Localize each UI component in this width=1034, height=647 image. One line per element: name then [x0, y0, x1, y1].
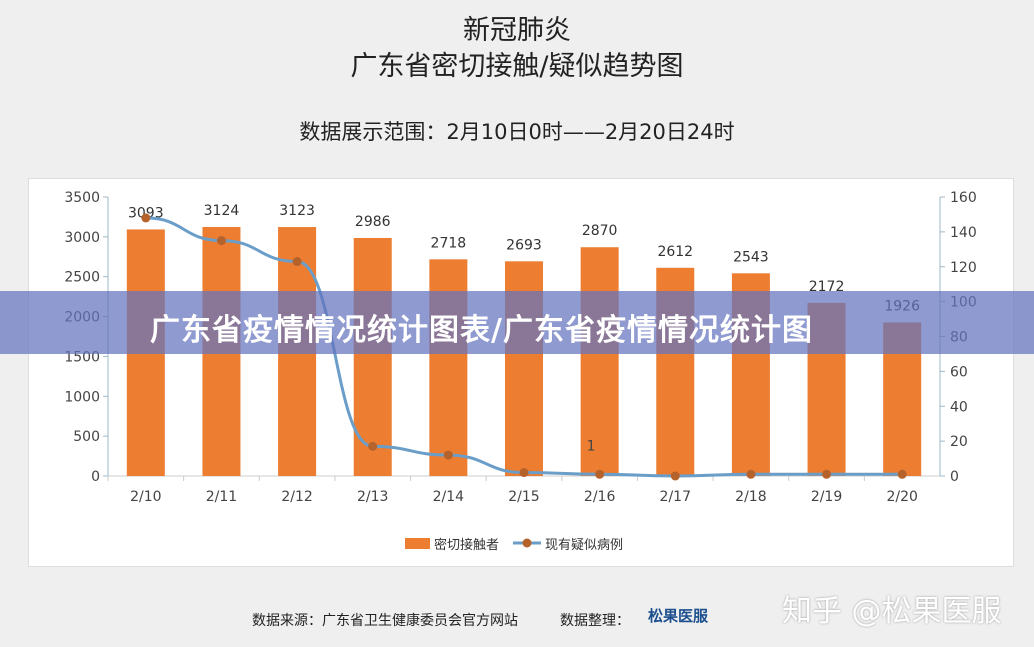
bar-value-label: 2612 — [657, 244, 693, 260]
footer-organizer: 数据整理： — [560, 613, 630, 629]
line-point — [746, 469, 756, 479]
chart-subtitle: 数据展示范围：2月10日0时——2月20日24时 — [299, 120, 735, 144]
right-tick-label: 140 — [950, 225, 977, 241]
line-point — [822, 469, 832, 479]
legend-line-marker — [522, 538, 532, 548]
overlay-banner: 广东省疫情情况统计图表/广东省疫情情况统计图 — [0, 291, 1034, 354]
left-tick-label: 2500 — [64, 270, 100, 286]
x-tick-label: 2/18 — [735, 489, 766, 505]
x-tick-label: 2/16 — [584, 489, 616, 505]
line-value-label: 1 — [587, 438, 596, 454]
left-tick-label: 3500 — [64, 190, 100, 206]
chart-title-line1: 新冠肺炎 — [463, 15, 571, 46]
line-point — [443, 450, 453, 460]
line-point — [141, 213, 151, 223]
right-tick-label: 40 — [950, 399, 968, 415]
x-tick-label: 2/13 — [357, 489, 388, 505]
right-tick-label: 0 — [950, 469, 959, 485]
right-tick-label: 120 — [950, 260, 977, 276]
x-tick-label: 2/19 — [811, 489, 842, 505]
right-tick-label: 60 — [950, 364, 968, 380]
chart-title-line2: 广东省密切接触/疑似趋势图 — [350, 51, 684, 82]
right-tick-label: 20 — [950, 434, 968, 450]
line-series — [145, 216, 903, 478]
x-tick-label: 2/20 — [886, 489, 917, 505]
line-point — [292, 257, 302, 267]
x-tick-label: 2/11 — [206, 489, 237, 505]
banner-text: 广东省疫情情况统计图表/广东省疫情情况统计图 — [150, 313, 813, 348]
chart-panel — [28, 178, 1014, 567]
bar-value-label: 2718 — [431, 235, 467, 251]
line-point — [216, 236, 226, 246]
line-point — [519, 468, 529, 478]
bar-value-label: 2870 — [582, 223, 618, 239]
line-point — [897, 469, 907, 479]
x-tick-label: 2/10 — [130, 489, 161, 505]
line-point — [368, 441, 378, 451]
legend-line-label: 现有疑似病例 — [545, 537, 623, 553]
right-tick-label: 160 — [950, 190, 977, 206]
x-tick-label: 2/15 — [508, 489, 539, 505]
x-tick-label: 2/17 — [660, 489, 691, 505]
left-tick-label: 3000 — [64, 230, 100, 246]
line-point — [670, 471, 680, 481]
left-tick-label: 500 — [73, 429, 100, 445]
x-tick-label: 2/12 — [281, 489, 312, 505]
brand-logo: 松果医服 — [648, 607, 709, 625]
footer-source: 数据来源：广东省卫生健康委员会官方网站 — [252, 613, 518, 629]
bar-value-label: 2986 — [355, 214, 391, 230]
left-tick-label: 0 — [91, 469, 100, 485]
watermark: 知乎 @松果医服 — [782, 594, 1002, 629]
legend-bar-label: 密切接触者 — [434, 537, 499, 553]
bar-value-label: 3124 — [204, 203, 240, 219]
bar-value-label: 3123 — [279, 203, 315, 219]
legend-bar-swatch — [405, 538, 430, 549]
left-tick-label: 1000 — [64, 389, 100, 405]
bar — [580, 247, 619, 476]
bar-value-label: 2543 — [733, 249, 769, 265]
line-point — [595, 469, 605, 479]
bar — [353, 237, 392, 476]
bar-value-label: 2172 — [809, 279, 845, 295]
x-tick-label: 2/14 — [433, 489, 465, 505]
bar-value-label: 2693 — [506, 237, 542, 253]
